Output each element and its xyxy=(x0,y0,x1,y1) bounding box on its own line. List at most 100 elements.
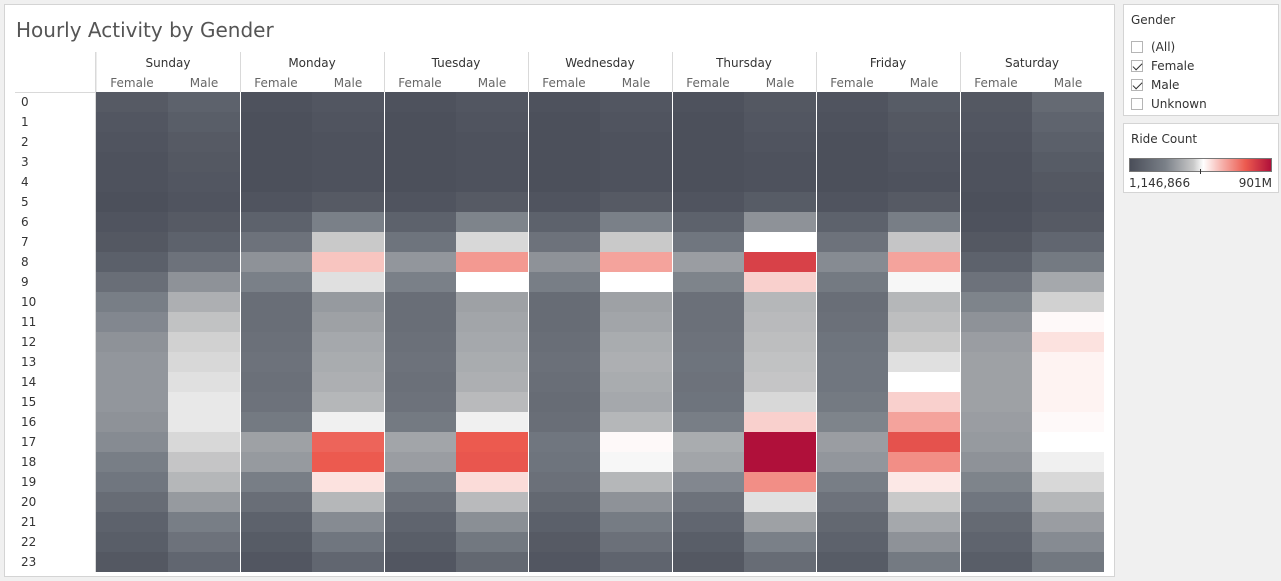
heatmap-cell xyxy=(456,212,528,232)
heatmap-cell xyxy=(960,192,1032,212)
heatmap-cell xyxy=(96,312,168,332)
heatmap-cell xyxy=(744,232,816,252)
hour-label: 5 xyxy=(21,195,29,209)
heatmap-cell xyxy=(96,252,168,272)
heatmap-cell xyxy=(456,392,528,412)
subheader-tuesday-female: Female xyxy=(398,76,441,90)
heatmap-cell xyxy=(240,492,312,512)
heatmap-cell xyxy=(528,392,600,412)
heatmap-cell xyxy=(888,332,960,352)
heatmap-cell xyxy=(960,232,1032,252)
heatmap-cell xyxy=(888,132,960,152)
heatmap-cell xyxy=(456,132,528,152)
heatmap-cell xyxy=(816,192,888,212)
heatmap-cell xyxy=(456,92,528,112)
chart-title: Hourly Activity by Gender xyxy=(16,18,274,42)
heatmap-cell xyxy=(672,132,744,152)
heatmap-cell xyxy=(528,492,600,512)
heatmap-cell xyxy=(960,432,1032,452)
heatmap-cell xyxy=(1032,372,1104,392)
heatmap-cell xyxy=(1032,172,1104,192)
heatmap-cell xyxy=(528,212,600,232)
heatmap-cell xyxy=(816,352,888,372)
heatmap-cell xyxy=(312,172,384,192)
subheader-wednesday-male: Male xyxy=(622,76,650,90)
checkbox-male[interactable] xyxy=(1131,79,1143,91)
heatmap-cell xyxy=(744,172,816,192)
heatmap-cell xyxy=(1032,492,1104,512)
heatmap-cell xyxy=(456,272,528,292)
checkbox-female[interactable] xyxy=(1131,60,1143,72)
heatmap-cell xyxy=(168,212,240,232)
heatmap-cell xyxy=(960,532,1032,552)
heatmap-cell xyxy=(312,472,384,492)
heatmap-cell xyxy=(960,452,1032,472)
heatmap-cell xyxy=(816,552,888,572)
heatmap-cell xyxy=(456,172,528,192)
heatmap-cell xyxy=(600,452,672,472)
heatmap-cell xyxy=(168,252,240,272)
checkbox-all[interactable] xyxy=(1131,41,1143,53)
heatmap-cell xyxy=(816,292,888,312)
heatmap-cell xyxy=(384,232,456,252)
heatmap-cell xyxy=(960,172,1032,192)
heatmap-cell xyxy=(672,392,744,412)
hour-label: 4 xyxy=(21,175,29,189)
heatmap-cell xyxy=(528,372,600,392)
day-header-tuesday: Tuesday xyxy=(431,56,481,70)
heatmap-cell xyxy=(312,532,384,552)
subheader-monday-male: Male xyxy=(334,76,362,90)
filter-item-all[interactable]: (All) xyxy=(1131,39,1175,55)
heatmap-cell xyxy=(312,352,384,372)
hour-label: 15 xyxy=(21,395,36,409)
heatmap-cell xyxy=(600,392,672,412)
heatmap-cell xyxy=(744,132,816,152)
filter-item-unknown[interactable]: Unknown xyxy=(1131,96,1207,112)
heatmap-cell xyxy=(528,232,600,252)
heatmap-cell xyxy=(888,532,960,552)
heatmap-cell xyxy=(960,412,1032,432)
heatmap-cell xyxy=(960,152,1032,172)
heatmap-cell xyxy=(744,372,816,392)
heatmap-cell xyxy=(240,352,312,372)
heatmap-cell xyxy=(240,132,312,152)
heatmap-cell xyxy=(384,152,456,172)
heatmap-cell xyxy=(312,432,384,452)
heatmap-cell xyxy=(384,132,456,152)
checkbox-unknown[interactable] xyxy=(1131,98,1143,110)
heatmap-cell xyxy=(96,192,168,212)
heatmap-cell xyxy=(312,232,384,252)
hour-label: 18 xyxy=(21,455,36,469)
heatmap-cell xyxy=(672,552,744,572)
filter-item-female[interactable]: Female xyxy=(1131,58,1194,74)
heatmap-cell xyxy=(456,312,528,332)
heatmap-cell xyxy=(168,392,240,412)
heatmap-cell xyxy=(1032,552,1104,572)
heatmap-cell xyxy=(888,212,960,232)
heatmap-cell xyxy=(384,432,456,452)
heatmap-cell xyxy=(384,352,456,372)
hour-label: 22 xyxy=(21,535,36,549)
gender-filter-title: Gender xyxy=(1131,13,1176,27)
hour-label: 2 xyxy=(21,135,29,149)
heatmap-cell xyxy=(816,532,888,552)
heatmap-cell xyxy=(960,312,1032,332)
heatmap-cell xyxy=(1032,432,1104,452)
heatmap-cell xyxy=(528,472,600,492)
heatmap-cell xyxy=(744,152,816,172)
heatmap-cell xyxy=(600,92,672,112)
heatmap-cell xyxy=(960,332,1032,352)
heatmap-cell xyxy=(600,352,672,372)
heatmap-cell xyxy=(384,332,456,352)
heatmap-cell xyxy=(456,112,528,132)
legend-title: Ride Count xyxy=(1131,132,1198,146)
subheader-sunday-male: Male xyxy=(190,76,218,90)
heatmap-cell xyxy=(816,392,888,412)
heatmap-cell xyxy=(744,312,816,332)
heatmap-cell xyxy=(528,532,600,552)
hour-label: 10 xyxy=(21,295,36,309)
heatmap-cell xyxy=(312,552,384,572)
filter-item-male[interactable]: Male xyxy=(1131,77,1179,93)
hour-label: 9 xyxy=(21,275,29,289)
heatmap-cell xyxy=(168,432,240,452)
